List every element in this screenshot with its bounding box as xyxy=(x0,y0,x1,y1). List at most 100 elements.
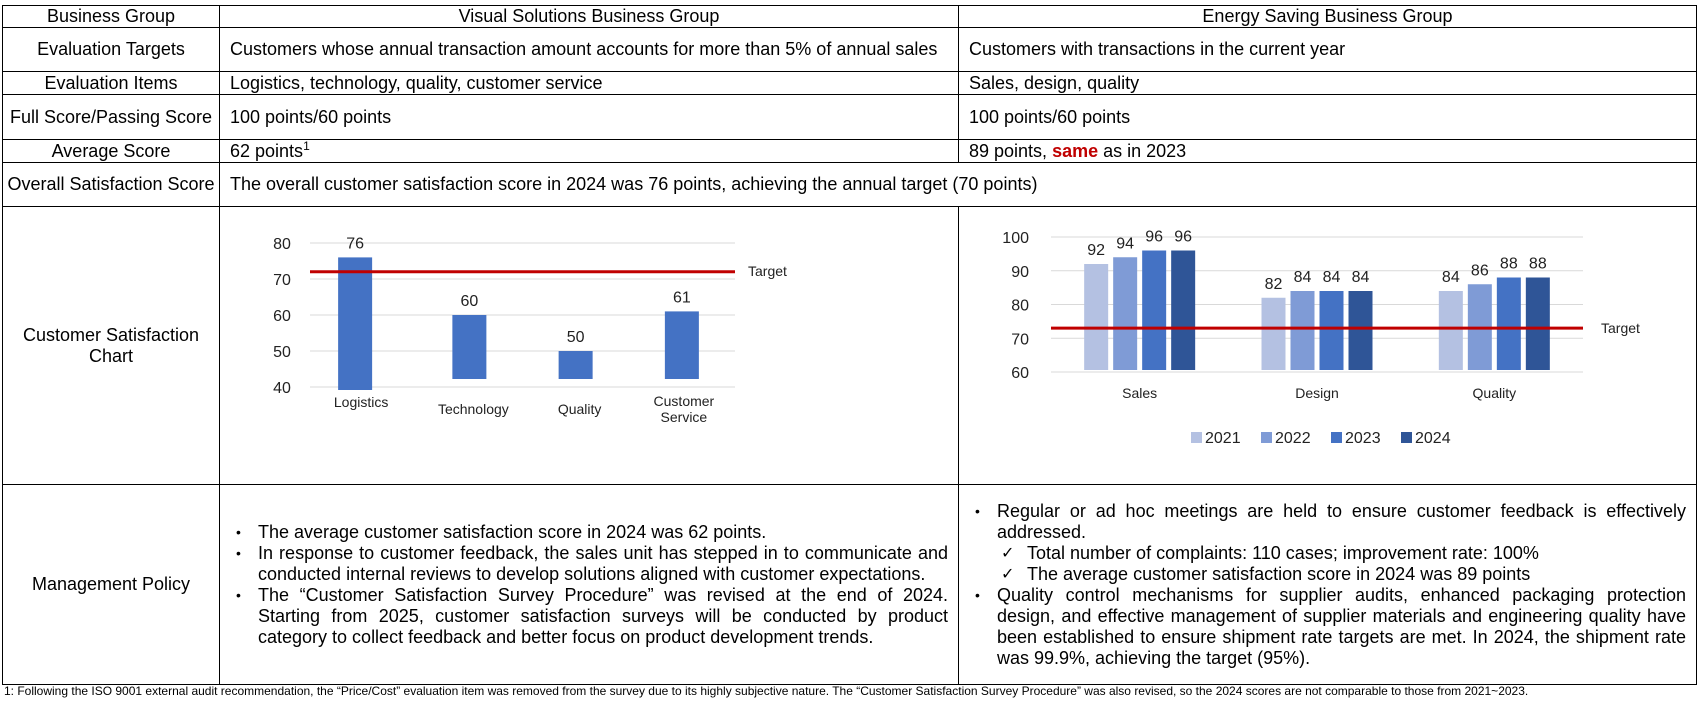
data-label: 88 xyxy=(1500,256,1518,273)
energy-average-suffix: as in 2023 xyxy=(1098,140,1187,161)
data-label: 92 xyxy=(1087,242,1105,259)
energy-policy-list: Regular or ad hoc meetings are held to e… xyxy=(969,501,1686,669)
legend-swatch xyxy=(1261,432,1272,443)
visual-average-score: 62 points1 xyxy=(219,139,959,163)
label-satisfaction-chart: Customer Satisfaction Chart xyxy=(2,206,220,485)
label-evaluation-items: Evaluation Items xyxy=(2,71,220,95)
x-tick-label: Design xyxy=(1295,385,1339,401)
y-tick-label: 100 xyxy=(1002,230,1029,247)
header-row: Business Group Visual Solutions Business… xyxy=(2,5,1697,28)
energy-policy-subitem: Total number of complaints: 110 cases; i… xyxy=(997,543,1686,564)
legend-label: 2022 xyxy=(1275,430,1311,447)
data-label: 96 xyxy=(1174,229,1192,246)
energy-evaluation-items: Sales, design, quality xyxy=(958,71,1697,95)
y-tick-label: 80 xyxy=(1011,298,1029,315)
legend-swatch xyxy=(1401,432,1412,443)
energy-evaluation-targets: Customers with transactions in the curre… xyxy=(958,27,1697,72)
bar xyxy=(452,315,487,379)
footnote: 1: Following the ISO 9001 external audit… xyxy=(4,684,1529,698)
header-business-group: Business Group xyxy=(2,5,220,28)
data-label: 84 xyxy=(1442,269,1460,286)
visual-average-value: 62 points xyxy=(230,140,304,161)
data-label: 50 xyxy=(567,329,585,346)
header-visual-solutions: Visual Solutions Business Group xyxy=(219,5,959,28)
energy-policy-subitem: The average customer satisfaction score … xyxy=(997,564,1686,585)
customer-satisfaction-table: Business Group Visual Solutions Business… xyxy=(2,5,1697,685)
legend-label: 2024 xyxy=(1415,430,1451,447)
energy-chart-cell: 60 70 80 90 100 92 94 96 96 Sales 82 84 84 84 Design 84… xyxy=(958,206,1697,485)
x-tick-label: Quality xyxy=(558,401,602,417)
target-label: Target xyxy=(748,263,787,279)
y-tick-label: 60 xyxy=(1011,365,1029,382)
energy-full-score: 100 points/60 points xyxy=(958,94,1697,140)
row-satisfaction-chart: Customer Satisfaction Chart 40 50 60 70 80 76… xyxy=(2,206,1697,485)
row-full-score: Full Score/Passing Score 100 points/60 p… xyxy=(2,94,1697,140)
energy-policy-item: Regular or ad hoc meetings are held to e… xyxy=(969,501,1686,585)
x-tick-label: Logistics xyxy=(334,394,388,410)
bar xyxy=(1142,250,1167,370)
bar xyxy=(558,351,593,379)
header-energy-saving: Energy Saving Business Group xyxy=(958,5,1697,28)
bar xyxy=(1113,257,1138,370)
row-management-policy: Management Policy The average customer s… xyxy=(2,484,1697,685)
energy-average-value: 89 points, xyxy=(969,140,1053,161)
legend-swatch xyxy=(1191,432,1202,443)
visual-evaluation-targets: Customers whose annual transaction amoun… xyxy=(219,27,959,72)
label-overall-satisfaction: Overall Satisfaction Score xyxy=(2,162,220,207)
x-tick-label: Customer xyxy=(654,393,715,409)
visual-policy-item: In response to customer feedback, the sa… xyxy=(230,543,948,585)
visual-policy-list: The average customer satisfaction score … xyxy=(230,522,948,648)
legend-swatch xyxy=(1331,432,1342,443)
energy-policy-sublist: Total number of complaints: 110 cases; i… xyxy=(997,543,1686,585)
bar xyxy=(1348,291,1373,370)
y-tick-label: 80 xyxy=(273,236,291,253)
data-label: 84 xyxy=(1294,269,1312,286)
legend-label: 2023 xyxy=(1345,430,1381,447)
label-management-policy: Management Policy xyxy=(2,484,220,685)
data-label: 88 xyxy=(1529,256,1547,273)
data-label: 60 xyxy=(460,293,478,310)
y-tick-label: 50 xyxy=(273,344,291,361)
bar xyxy=(338,257,373,390)
x-tick-label: Sales xyxy=(1122,385,1157,401)
y-tick-label: 70 xyxy=(273,272,291,289)
visual-policy-item: The “Customer Satisfaction Survey Proced… xyxy=(230,585,948,648)
visual-policy-item: The average customer satisfaction score … xyxy=(230,522,948,543)
legend-label: 2021 xyxy=(1205,430,1241,447)
row-average-score: Average Score 62 points1 89 points, same… xyxy=(2,139,1697,163)
bar xyxy=(1319,291,1344,370)
label-average-score: Average Score xyxy=(2,139,220,163)
overall-satisfaction-text: The overall customer satisfaction score … xyxy=(219,162,1697,207)
energy-average-score: 89 points, same as in 2023 xyxy=(958,139,1697,163)
visual-satisfaction-chart: 40 50 60 70 80 76 Logistics 60 Technology 50 Quali… xyxy=(273,235,787,425)
bar xyxy=(1496,277,1521,370)
data-label: 96 xyxy=(1145,229,1163,246)
data-label: 84 xyxy=(1352,269,1370,286)
energy-average-emphasis: same xyxy=(1052,140,1099,161)
row-evaluation-items: Evaluation Items Logistics, technology, … xyxy=(2,71,1697,95)
visual-chart-cell: 40 50 60 70 80 76 Logistics 60 Technology 50 Quali… xyxy=(219,206,959,485)
bar xyxy=(1290,291,1315,370)
data-label: 82 xyxy=(1265,276,1283,293)
visual-full-score: 100 points/60 points xyxy=(219,94,959,140)
energy-satisfaction-chart: 60 70 80 90 100 92 94 96 96 Sales 82 84 84 84 Design 84… xyxy=(1002,229,1640,448)
x-tick-label: Technology xyxy=(438,401,509,417)
x-tick-label: Quality xyxy=(1473,385,1517,401)
data-label: 94 xyxy=(1116,235,1134,252)
bar xyxy=(1171,250,1196,370)
bar xyxy=(1438,291,1463,370)
label-evaluation-targets: Evaluation Targets xyxy=(2,27,220,72)
y-tick-label: 90 xyxy=(1011,264,1029,281)
data-label: 86 xyxy=(1471,262,1489,279)
energy-policy-item: Quality control mechanisms for supplier … xyxy=(969,585,1686,669)
label-full-score: Full Score/Passing Score xyxy=(2,94,220,140)
visual-evaluation-items: Logistics, technology, quality, customer… xyxy=(219,71,959,95)
y-tick-label: 70 xyxy=(1011,331,1029,348)
data-label: 84 xyxy=(1323,269,1341,286)
y-tick-label: 60 xyxy=(273,308,291,325)
bar xyxy=(664,311,699,379)
row-evaluation-targets: Evaluation Targets Customers whose annua… xyxy=(2,27,1697,72)
data-label: 76 xyxy=(346,235,364,252)
footnote-marker: 1 xyxy=(303,139,310,153)
visual-policy-cell: The average customer satisfaction score … xyxy=(219,484,959,685)
